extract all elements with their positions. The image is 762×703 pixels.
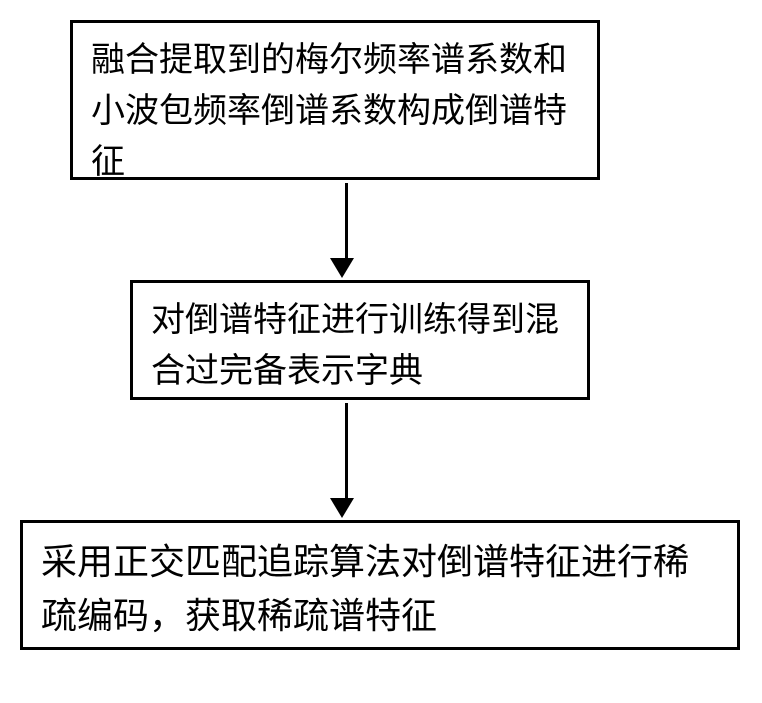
flowchart-node-1: 融合提取到的梅尔频率谱系数和小波包频率倒谱系数构成倒谱特征 (70, 20, 600, 180)
flowchart-arrow-1 (340, 183, 354, 278)
arrow-line (345, 183, 348, 258)
arrow-head-icon (330, 258, 354, 278)
arrow-head-icon (330, 498, 354, 518)
flowchart-node-3: 采用正交匹配追踪算法对倒谱特征进行稀疏编码，获取稀疏谱特征 (20, 520, 740, 650)
arrow-line (345, 403, 348, 498)
flowchart-container: 融合提取到的梅尔频率谱系数和小波包频率倒谱系数构成倒谱特征 对倒谱特征进行训练得… (0, 0, 762, 703)
flowchart-arrow-2 (340, 403, 354, 518)
flowchart-node-2: 对倒谱特征进行训练得到混合过完备表示字典 (130, 280, 590, 400)
